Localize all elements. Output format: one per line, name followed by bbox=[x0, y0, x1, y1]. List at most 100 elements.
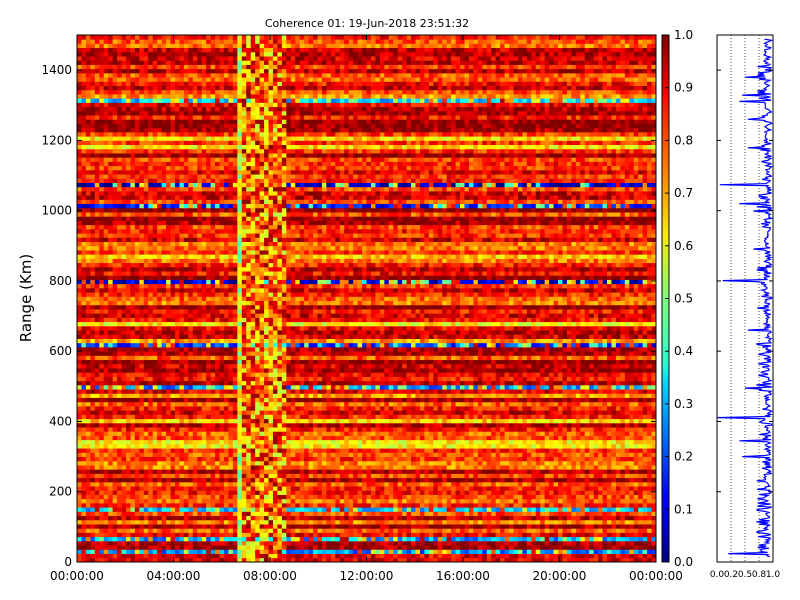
heatmap-cell bbox=[433, 524, 439, 529]
heatmap-cell bbox=[255, 414, 260, 420]
heatmap-cell bbox=[451, 435, 456, 441]
heatmap-cell bbox=[468, 540, 474, 546]
heatmap-cell bbox=[580, 401, 586, 407]
heatmap-cell bbox=[121, 431, 127, 436]
heatmap-cell bbox=[90, 528, 96, 533]
heatmap-cell bbox=[357, 448, 363, 453]
heatmap-cell bbox=[246, 439, 252, 445]
heatmap-cell bbox=[486, 511, 492, 517]
heatmap-cell bbox=[620, 481, 626, 487]
heatmap-cell bbox=[77, 511, 82, 517]
heatmap-cell bbox=[384, 507, 390, 512]
heatmap-cell bbox=[451, 414, 456, 420]
heatmap-cell bbox=[362, 502, 367, 508]
heatmap-cell bbox=[607, 435, 612, 441]
heatmap-cell bbox=[535, 410, 541, 415]
heatmap-cell bbox=[121, 452, 127, 457]
heatmap-cell bbox=[544, 536, 550, 542]
heatmap-cell bbox=[134, 502, 140, 508]
heatmap-cell bbox=[366, 557, 372, 563]
heatmap-cell bbox=[148, 414, 154, 420]
heatmap-cell bbox=[197, 427, 203, 432]
heatmap-cell bbox=[268, 427, 274, 432]
heatmap-cell bbox=[179, 473, 185, 479]
heatmap-cell bbox=[540, 498, 546, 504]
heatmap-cell bbox=[170, 397, 176, 403]
heatmap-cell bbox=[482, 448, 488, 453]
heatmap-cell bbox=[509, 532, 514, 538]
heatmap-cell bbox=[174, 431, 180, 436]
heatmap-cell bbox=[624, 545, 630, 550]
heatmap-cell bbox=[406, 486, 412, 491]
heatmap-cell bbox=[339, 494, 345, 500]
heatmap-cell bbox=[335, 481, 341, 487]
heatmap-cell bbox=[526, 528, 532, 533]
heatmap-cell bbox=[428, 524, 434, 529]
heatmap-cell bbox=[183, 443, 189, 449]
heatmap-cell bbox=[125, 431, 131, 436]
heatmap-cell bbox=[571, 401, 577, 407]
heatmap-cell bbox=[393, 532, 399, 538]
heatmap-cell bbox=[183, 511, 189, 517]
heatmap-cell bbox=[615, 528, 621, 533]
heatmap-cell bbox=[584, 511, 590, 517]
heatmap-cell bbox=[526, 460, 532, 466]
heatmap-cell bbox=[509, 439, 514, 445]
heatmap-cell bbox=[250, 528, 256, 533]
heatmap-cell bbox=[192, 549, 198, 554]
heatmap-cell bbox=[455, 557, 461, 563]
heatmap-cell bbox=[388, 443, 394, 449]
heatmap-cell bbox=[428, 532, 434, 538]
heatmap-cell bbox=[451, 439, 456, 445]
heatmap-cell bbox=[125, 452, 131, 457]
heatmap-cell bbox=[379, 511, 385, 517]
heatmap-cell bbox=[228, 528, 234, 533]
heatmap-cell bbox=[460, 422, 465, 428]
heatmap-cell bbox=[228, 418, 234, 424]
heatmap-cell bbox=[366, 486, 372, 491]
heatmap-cell bbox=[286, 528, 292, 533]
heatmap-cell bbox=[326, 515, 332, 521]
heatmap-cell bbox=[206, 448, 212, 453]
heatmap-cell bbox=[183, 515, 189, 521]
heatmap-cell bbox=[651, 498, 657, 504]
heatmap-cell bbox=[174, 528, 180, 533]
heatmap-cell bbox=[593, 410, 599, 415]
heatmap-cell bbox=[277, 431, 283, 436]
heatmap-cell bbox=[575, 427, 581, 432]
heatmap-cell bbox=[620, 460, 626, 466]
heatmap-cell bbox=[206, 473, 212, 479]
heatmap-cell bbox=[437, 481, 443, 487]
heatmap-cell bbox=[259, 524, 265, 529]
heatmap-cell bbox=[589, 524, 595, 529]
heatmap-cell bbox=[526, 431, 532, 436]
heatmap-cell bbox=[584, 448, 590, 453]
heatmap-cell bbox=[513, 519, 519, 525]
heatmap-cell bbox=[513, 557, 519, 563]
heatmap-cell bbox=[419, 498, 425, 504]
heatmap-cell bbox=[339, 452, 345, 457]
heatmap-cell bbox=[321, 460, 327, 466]
heatmap-cell bbox=[464, 536, 470, 542]
heatmap-cell bbox=[397, 473, 403, 479]
heatmap-cell bbox=[268, 502, 274, 508]
heatmap-cell bbox=[103, 418, 109, 424]
heatmap-cell bbox=[589, 456, 595, 462]
heatmap-cell bbox=[411, 431, 416, 436]
heatmap-cell bbox=[468, 498, 474, 504]
heatmap-cell bbox=[353, 414, 358, 420]
heatmap-cell bbox=[593, 418, 599, 424]
heatmap-cell bbox=[103, 498, 109, 504]
heatmap-cell bbox=[237, 524, 243, 529]
heatmap-cell bbox=[607, 439, 612, 445]
heatmap-cell bbox=[308, 406, 314, 411]
heatmap-cell bbox=[290, 536, 296, 542]
heatmap-cell bbox=[535, 536, 541, 542]
heatmap-cell bbox=[553, 490, 559, 495]
heatmap-cell bbox=[446, 557, 452, 563]
heatmap-cell bbox=[103, 406, 109, 411]
heatmap-cell bbox=[522, 422, 528, 428]
heatmap-cell bbox=[402, 469, 407, 474]
heatmap-cell bbox=[353, 422, 358, 428]
heatmap-cell bbox=[642, 452, 648, 457]
